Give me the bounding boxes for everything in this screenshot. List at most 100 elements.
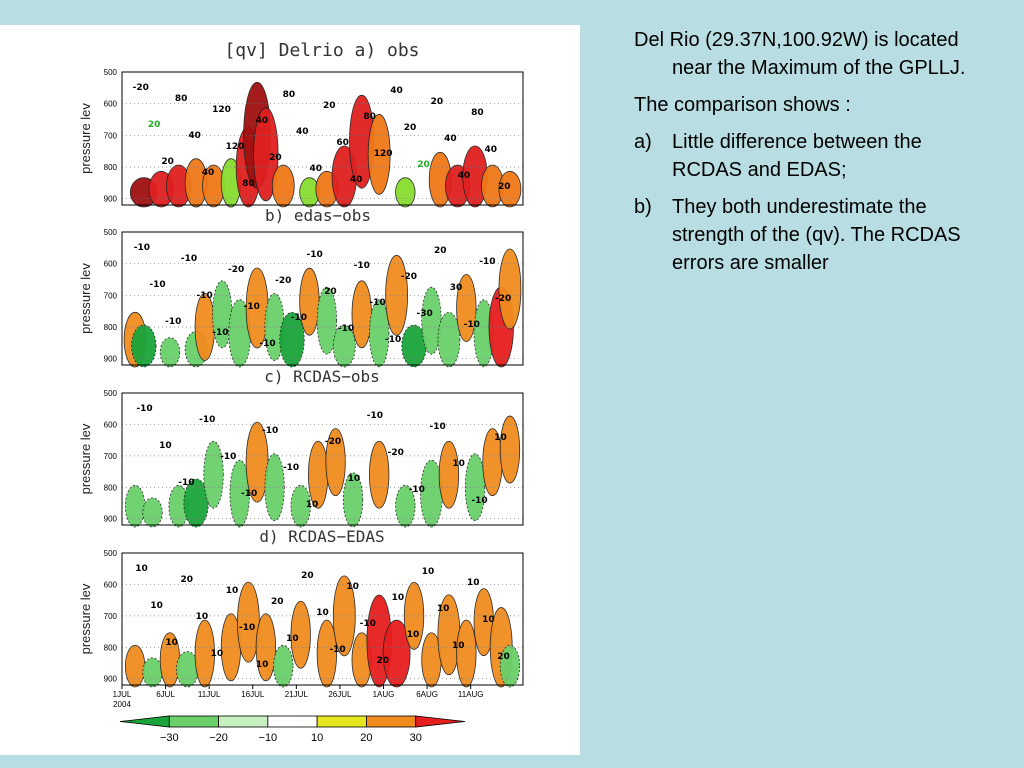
contour-cell — [290, 484, 311, 528]
contour-cell — [464, 453, 486, 522]
contour-label: 20 — [497, 652, 510, 662]
y-tick-label: 700 — [104, 291, 118, 300]
contour-label: -30 — [416, 309, 432, 319]
x-tick-label: 16JUL — [241, 690, 265, 699]
contour-label: -10 — [134, 243, 150, 253]
contour-label: -20 — [275, 276, 291, 286]
finding-text: They both underestimate the strength of … — [672, 196, 961, 274]
contour-label: -10 — [338, 324, 354, 334]
panel-frame — [121, 231, 524, 366]
panel-frame — [121, 552, 524, 686]
contour-label: -10 — [181, 254, 197, 264]
contour-label: 40 — [202, 168, 215, 178]
contour-label: -10 — [471, 496, 487, 506]
colorbar-segment — [168, 715, 219, 728]
contour-cell — [499, 644, 521, 688]
contour-label: 40 — [310, 164, 323, 174]
y-tick-label: 500 — [104, 68, 118, 77]
contour-label: 10 — [196, 612, 209, 622]
colorbar-segment — [267, 715, 318, 728]
contour-label: 80 — [471, 108, 484, 118]
contour-label: 60 — [336, 138, 349, 148]
contour-cell — [456, 619, 477, 688]
y-tick-label: 500 — [104, 389, 118, 398]
x-tick-label: 6AUG — [416, 690, 438, 699]
contour-label: 80 — [363, 112, 376, 122]
x-tick-label: 11JUL — [198, 690, 221, 699]
x-tick-label: 26JUL — [328, 690, 352, 699]
contour-label: 10 — [150, 601, 163, 611]
contour-cell — [124, 644, 146, 688]
colorbar-tick-label: 10 — [311, 732, 323, 744]
contour-cell — [342, 472, 364, 528]
contour-label: -10 — [307, 250, 323, 260]
contour-label: -20 — [401, 272, 417, 282]
contour-label: 10 — [452, 641, 465, 651]
contour-label: 10 — [316, 608, 329, 618]
contour-label: -20 — [388, 448, 404, 458]
colorbar-tick-label: −10 — [259, 732, 278, 744]
contour-label: -10 — [262, 426, 278, 436]
contour-cell — [438, 440, 460, 509]
panel-title: c) RCDAS−obs — [264, 367, 380, 386]
contour-cell — [332, 575, 356, 657]
y-tick-label: 700 — [104, 452, 118, 461]
contour-label: -10 — [165, 317, 181, 327]
contour-label: 40 — [350, 175, 363, 185]
x-tick-label: 21JUL — [285, 690, 309, 699]
contour-cell — [194, 293, 215, 361]
contour-label: 30 — [450, 283, 463, 293]
contour-label: 10 — [226, 586, 239, 596]
contour-cell — [273, 644, 294, 688]
contour-label: 20 — [324, 287, 337, 297]
contour-label: 40 — [485, 145, 498, 155]
contour-cell — [271, 164, 295, 208]
contour-cell — [395, 484, 416, 528]
colorbar-segment — [366, 715, 417, 728]
contour-cell — [307, 440, 329, 509]
location-note: Del Rio (29.37N,100.92W) is located near… — [634, 29, 966, 79]
contour-label: 10 — [256, 660, 269, 670]
y-axis-label: pressure lev — [78, 103, 93, 174]
y-axis-label: pressure lev — [78, 263, 93, 334]
x-tick-label: 1AUG — [373, 690, 395, 699]
contour-cell — [332, 324, 356, 368]
contour-label: -10 — [136, 404, 152, 414]
contour-label: 10 — [482, 615, 495, 625]
contour-label: 80 — [175, 94, 188, 104]
contour-cell — [395, 177, 416, 208]
contour-cell — [351, 280, 372, 349]
y-axis-label: pressure lev — [78, 583, 93, 654]
contour-label: 20 — [271, 597, 284, 607]
contour-label: 120 — [374, 149, 393, 159]
contour-label: 20 — [301, 571, 314, 581]
contour-cell — [299, 267, 320, 336]
colorbar-tick-label: 20 — [360, 732, 372, 744]
contour-cell — [385, 254, 408, 336]
panel-title: b) edas−obs — [265, 206, 371, 225]
colorbar-segment — [218, 715, 269, 728]
contour-label: -10 — [385, 335, 401, 345]
y-tick-label: 800 — [104, 643, 118, 652]
contour-label: -10 — [244, 302, 260, 312]
finding-marker: a) — [634, 131, 652, 153]
contour-label: -10 — [149, 280, 165, 290]
contour-label: -10 — [409, 485, 425, 495]
contour-label: 40 — [256, 116, 269, 126]
contour-label: 10 — [348, 474, 361, 484]
y-tick-label: 800 — [104, 483, 118, 492]
contour-label: 20 — [377, 656, 390, 666]
contour-label: 10 — [452, 459, 465, 469]
contour-cell — [498, 248, 522, 330]
contour-cell — [279, 311, 305, 368]
contour-label: 10 — [422, 567, 435, 577]
y-tick-label: 800 — [104, 323, 118, 332]
contour-label: 10 — [135, 564, 148, 574]
contour-label: 20 — [417, 160, 430, 170]
intro-note: The comparison shows : — [634, 94, 851, 116]
contour-label: -10 — [367, 411, 383, 421]
contour-cell — [159, 337, 181, 368]
contour-label: 10 — [494, 433, 507, 443]
colorbar-segment — [415, 715, 466, 728]
y-tick-label: 500 — [104, 228, 118, 237]
